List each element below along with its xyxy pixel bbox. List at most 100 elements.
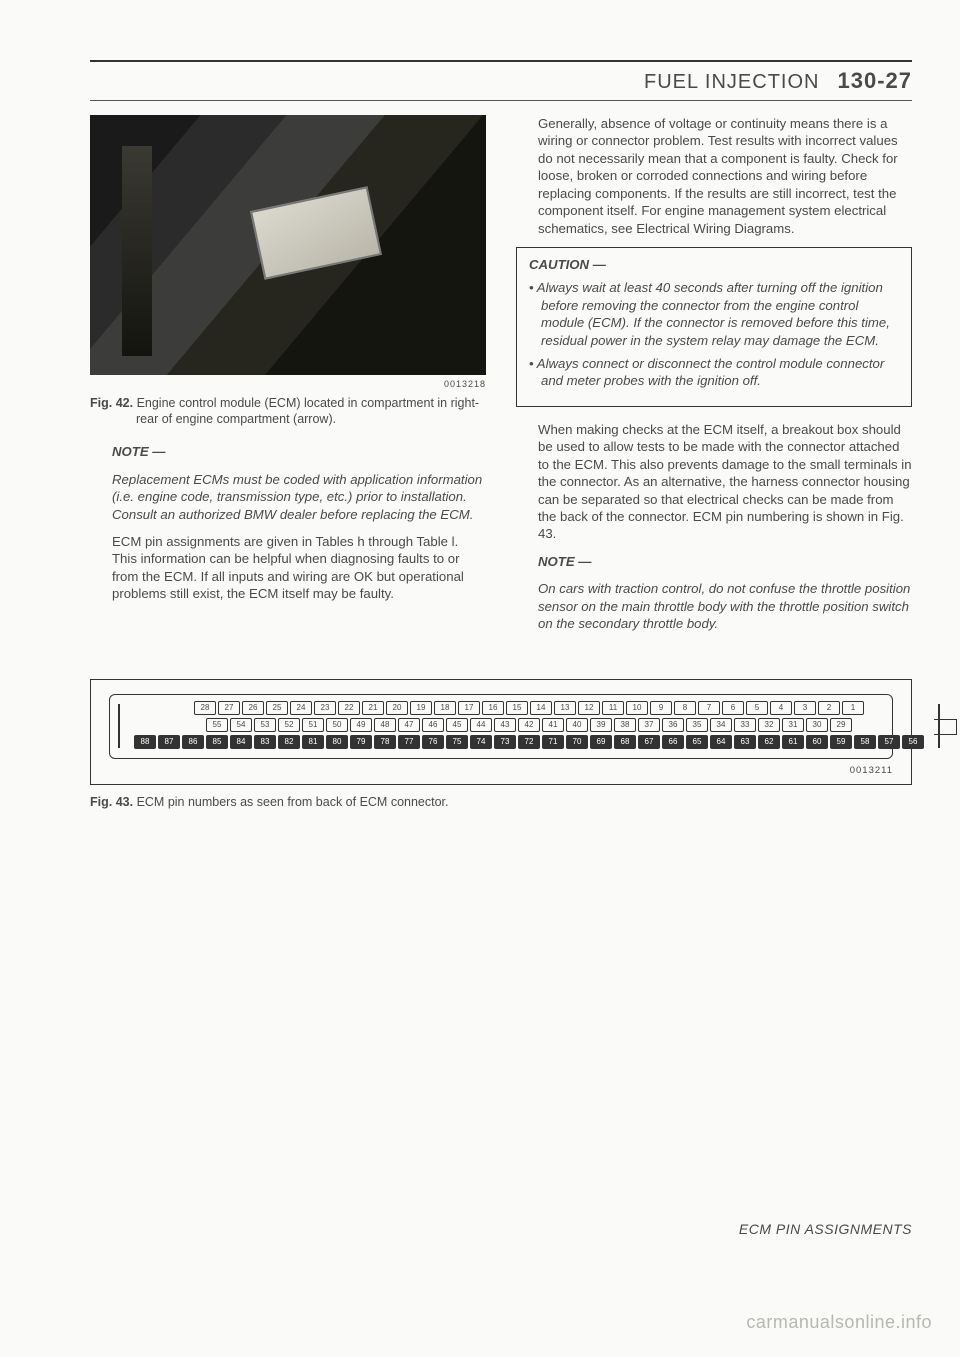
pin: 78 xyxy=(374,735,396,749)
pin-row: 2827262524232221201918171615141312111098… xyxy=(134,701,924,715)
pin: 3 xyxy=(794,701,816,715)
header-title: FUEL INJECTION xyxy=(644,71,820,94)
fig43-caption: Fig. 43. ECM pin numbers as seen from ba… xyxy=(90,795,912,809)
caution-item: Always connect or disconnect the control… xyxy=(529,355,899,390)
pin: 55 xyxy=(206,718,228,732)
pin: 45 xyxy=(446,718,468,732)
pin: 37 xyxy=(638,718,660,732)
pin: 66 xyxy=(662,735,684,749)
section-footer: ECM PIN ASSIGNMENTS xyxy=(739,1221,912,1237)
pin: 16 xyxy=(482,701,504,715)
pin: 19 xyxy=(410,701,432,715)
right-column: Generally, absence of voltage or continu… xyxy=(516,115,912,643)
right-note: NOTE — On cars with traction control, do… xyxy=(516,553,912,633)
fig42-photo xyxy=(90,115,486,375)
pin: 6 xyxy=(722,701,744,715)
pin: 56 xyxy=(902,735,924,749)
pin: 63 xyxy=(734,735,756,749)
pin: 15 xyxy=(506,701,528,715)
fig42-label: Fig. 42. xyxy=(90,396,133,410)
pin: 8 xyxy=(674,701,696,715)
rule-top xyxy=(90,60,912,62)
caution-box: CAUTION — Always wait at least 40 second… xyxy=(516,247,912,407)
pin: 53 xyxy=(254,718,276,732)
pin: 43 xyxy=(494,718,516,732)
pin: 40 xyxy=(566,718,588,732)
pin: 80 xyxy=(326,735,348,749)
pin: 85 xyxy=(206,735,228,749)
pin: 84 xyxy=(230,735,252,749)
fig43-text: ECM pin numbers as seen from back of ECM… xyxy=(137,795,449,809)
pin: 58 xyxy=(854,735,876,749)
pin: 7 xyxy=(698,701,720,715)
left-column: 0013218 Fig. 42. Engine control module (… xyxy=(90,115,486,643)
note-body: On cars with traction control, do not co… xyxy=(538,580,912,632)
right-para1: Generally, absence of voltage or continu… xyxy=(516,115,912,237)
caution-title: CAUTION — xyxy=(529,256,899,273)
pin-row: 8887868584838281807978777675747372717069… xyxy=(134,735,924,749)
pin: 38 xyxy=(614,718,636,732)
manual-page: FUEL INJECTION 130-27 0013218 Fig. 42. E… xyxy=(0,0,960,1357)
pin: 26 xyxy=(242,701,264,715)
pin: 24 xyxy=(290,701,312,715)
pin: 14 xyxy=(530,701,552,715)
pin: 49 xyxy=(350,718,372,732)
rule-thin xyxy=(90,100,912,101)
pin: 77 xyxy=(398,735,420,749)
left-note: NOTE — Replacement ECMs must be coded wi… xyxy=(90,443,486,523)
pin: 13 xyxy=(554,701,576,715)
pin: 44 xyxy=(470,718,492,732)
pin: 27 xyxy=(218,701,240,715)
pin: 81 xyxy=(302,735,324,749)
pin: 71 xyxy=(542,735,564,749)
pin: 57 xyxy=(878,735,900,749)
fig42-caption: Fig. 42. Engine control module (ECM) loc… xyxy=(90,395,486,428)
pin: 22 xyxy=(338,701,360,715)
pin: 31 xyxy=(782,718,804,732)
pin: 33 xyxy=(734,718,756,732)
pin: 1 xyxy=(842,701,864,715)
pin: 46 xyxy=(422,718,444,732)
pin-row: 5554535251504948474645444342414039383736… xyxy=(134,718,924,732)
pin: 73 xyxy=(494,735,516,749)
pin: 60 xyxy=(806,735,828,749)
pin: 35 xyxy=(686,718,708,732)
note-title: NOTE — xyxy=(538,554,591,569)
connector-key-left xyxy=(118,704,120,748)
pin: 65 xyxy=(686,735,708,749)
pin: 75 xyxy=(446,735,468,749)
pin: 69 xyxy=(590,735,612,749)
pin: 23 xyxy=(314,701,336,715)
fig43-box: 2827262524232221201918171615141312111098… xyxy=(90,679,912,785)
pin: 5 xyxy=(746,701,768,715)
connector-key-right xyxy=(938,704,940,748)
pin: 41 xyxy=(542,718,564,732)
pin: 86 xyxy=(182,735,204,749)
fig42-text: Engine control module (ECM) located in c… xyxy=(136,396,479,426)
pin: 39 xyxy=(590,718,612,732)
pin: 76 xyxy=(422,735,444,749)
pin: 83 xyxy=(254,735,276,749)
two-column-layout: 0013218 Fig. 42. Engine control module (… xyxy=(90,115,912,643)
pin: 82 xyxy=(278,735,300,749)
fig42-image-id: 0013218 xyxy=(90,379,486,391)
fig43-image-id: 0013211 xyxy=(109,765,893,776)
pin: 59 xyxy=(830,735,852,749)
left-para1: ECM pin assignments are given in Tables … xyxy=(90,533,486,603)
pin: 79 xyxy=(350,735,372,749)
pin: 51 xyxy=(302,718,324,732)
pin: 72 xyxy=(518,735,540,749)
pin: 61 xyxy=(782,735,804,749)
pin: 36 xyxy=(662,718,684,732)
caution-item: Always wait at least 40 seconds after tu… xyxy=(529,279,899,349)
header-page-code: 130-27 xyxy=(837,68,912,94)
note-body: Replacement ECMs must be coded with appl… xyxy=(112,471,486,523)
pin: 4 xyxy=(770,701,792,715)
pin: 25 xyxy=(266,701,288,715)
pin: 67 xyxy=(638,735,660,749)
watermark: carmanualsonline.info xyxy=(746,1312,932,1333)
pin: 21 xyxy=(362,701,384,715)
pin: 17 xyxy=(458,701,480,715)
pin: 12 xyxy=(578,701,600,715)
pin: 11 xyxy=(602,701,624,715)
